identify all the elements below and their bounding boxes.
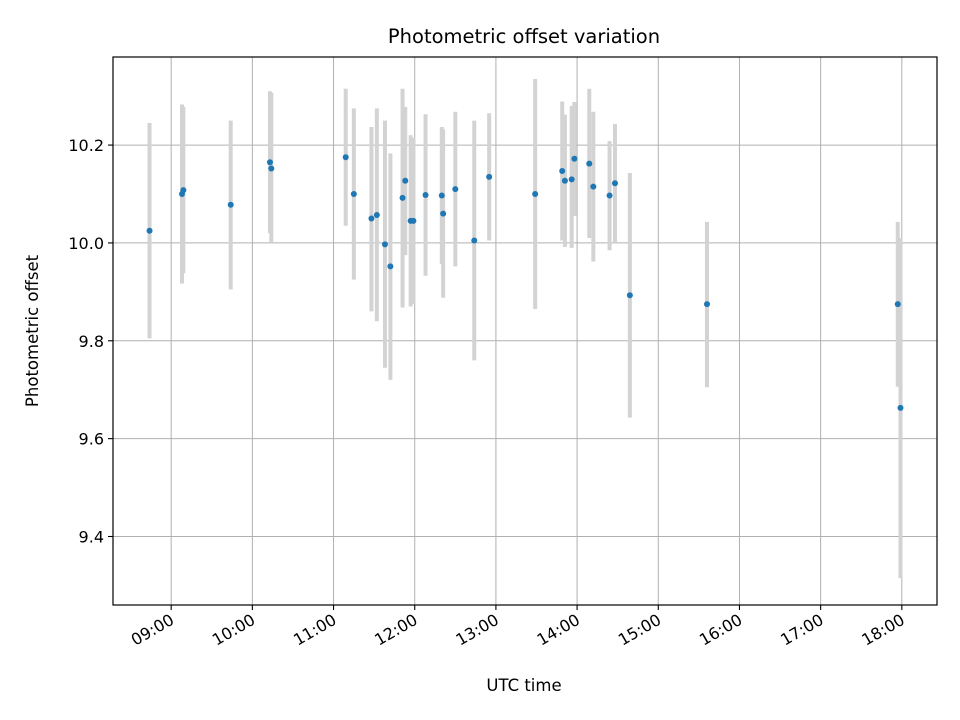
data-point [894,301,901,308]
plot-frame [112,56,938,606]
data-point [440,210,447,217]
data-point [606,192,613,199]
data-point [471,237,478,244]
data-point [266,159,273,166]
data-point [438,192,445,199]
data-point [703,301,710,308]
y-tick-label: 10.0 [68,234,104,253]
data-point [410,217,417,224]
data-point [452,186,459,193]
data-point [227,201,234,208]
y-axis: 9.4 9.6 9.8 10.0 10.2 [68,136,113,547]
y-tick-label: 9.4 [79,528,104,547]
y-axis-label: Photometric offset [23,254,42,407]
data-point [486,173,493,180]
data-point [146,227,153,234]
y-tick-label: 9.6 [79,430,104,449]
data-point [586,160,593,167]
data-point [897,404,904,411]
chart-title: Photometric offset variation [388,25,660,48]
data-point [611,180,618,187]
data-point [402,177,409,184]
data-point [626,292,633,299]
data-point [268,165,275,172]
data-point [422,191,429,198]
y-tick-label: 10.2 [68,136,104,155]
data-point [399,194,406,201]
data-point [368,215,375,222]
data-point [568,176,575,183]
data-point [381,241,388,248]
data-point [387,263,394,270]
x-axis-label: UTC time [486,676,561,695]
data-point [559,168,566,175]
data-point [561,177,568,184]
data-point [350,191,357,197]
data-point [373,212,380,219]
plot-background [113,57,937,605]
data-point [532,191,539,197]
data-points [146,154,904,411]
data-point [180,187,187,194]
plot-area [112,56,938,606]
y-tick-label: 9.8 [79,332,104,351]
data-point [342,154,349,161]
data-point [590,183,597,190]
data-point [571,155,578,162]
